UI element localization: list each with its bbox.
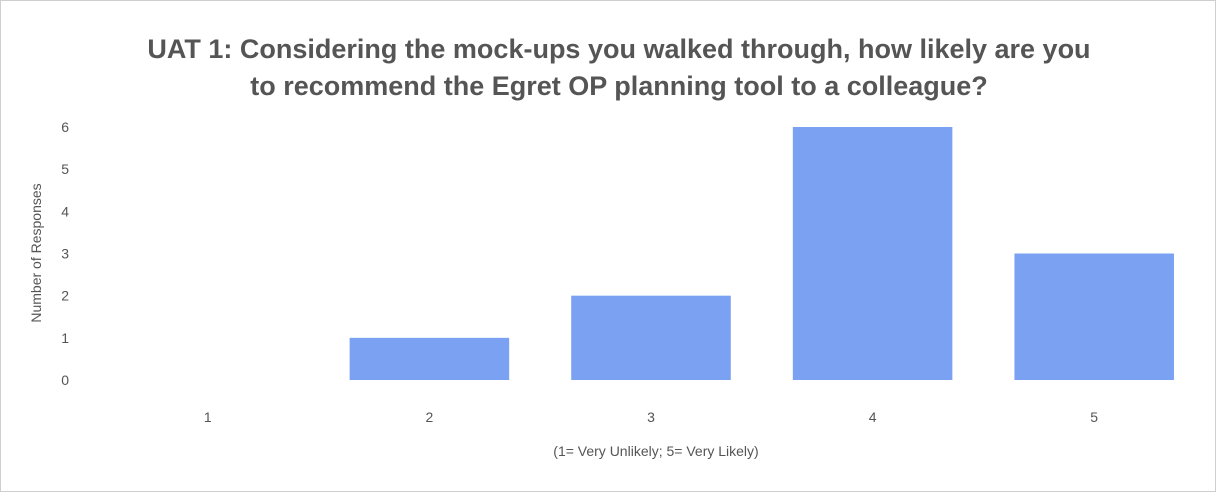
y-axis-label: Number of Responses: [28, 183, 44, 322]
x-tick-label: 3: [647, 409, 655, 425]
y-tick-label: 0: [61, 372, 69, 388]
bar: [1014, 253, 1174, 380]
y-tick-label: 4: [61, 203, 69, 219]
bars: [349, 127, 1174, 380]
y-tick-label: 3: [61, 246, 69, 262]
chart-title-line-1: UAT 1: Considering the mock-ups you walk…: [147, 34, 1091, 64]
y-tick-label: 2: [61, 288, 69, 304]
x-tick-label: 4: [869, 409, 877, 425]
bar: [571, 295, 731, 380]
bar: [349, 337, 510, 380]
y-tick-label: 6: [61, 119, 69, 135]
x-tick-label: 1: [204, 409, 212, 425]
chart-title-line-2: to recommend the Egret OP planning tool …: [250, 71, 988, 101]
y-tick-labels: 0 1 2 3 4 5 6: [61, 119, 69, 388]
bar: [792, 127, 953, 380]
x-tick-labels: 1 2 3 4 5: [204, 409, 1098, 425]
y-tick-label: 1: [61, 330, 69, 346]
x-tick-label: 5: [1090, 409, 1098, 425]
chart-title: UAT 1: Considering the mock-ups you walk…: [1, 31, 1215, 105]
x-axis-label: (1= Very Unlikely; 5= Very Likely): [553, 443, 758, 459]
x-tick-label: 2: [426, 409, 434, 425]
y-tick-label: 5: [61, 161, 69, 177]
